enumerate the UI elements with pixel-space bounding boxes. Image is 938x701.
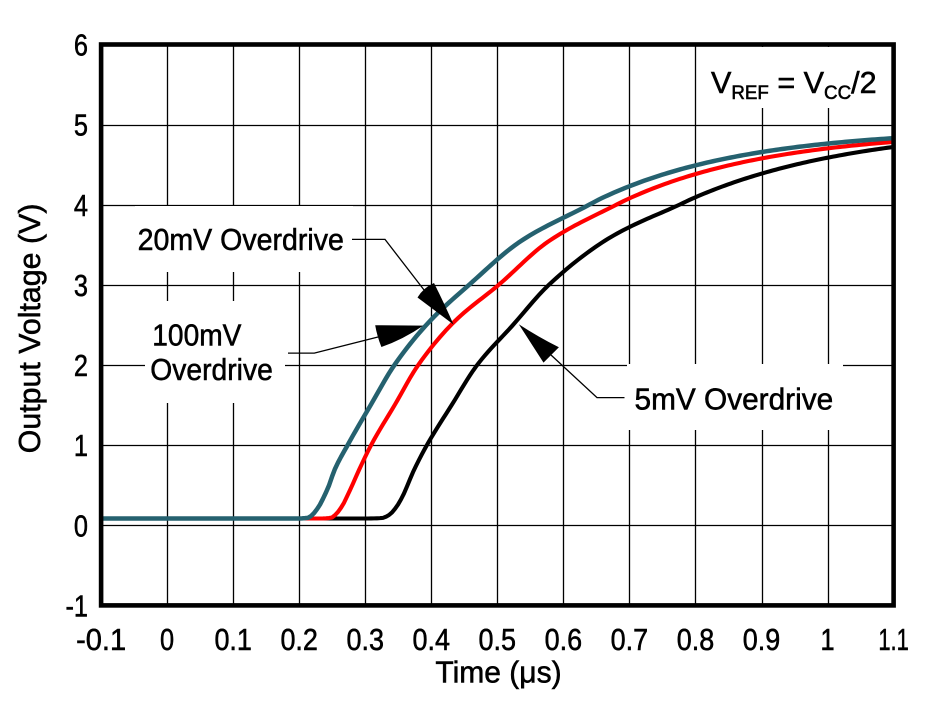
svg-text:1.1: 1.1 <box>878 622 909 657</box>
svg-text:0.2: 0.2 <box>280 622 318 657</box>
svg-text:0.3: 0.3 <box>347 622 385 657</box>
svg-text:0.6: 0.6 <box>545 622 583 657</box>
svg-text:0.8: 0.8 <box>677 622 715 657</box>
svg-text:100mV: 100mV <box>152 317 241 352</box>
svg-text:0.5: 0.5 <box>479 622 517 657</box>
svg-text:Time (μs): Time (μs) <box>435 655 561 690</box>
svg-text:20mV Overdrive: 20mV Overdrive <box>138 222 344 257</box>
svg-text:1: 1 <box>74 428 88 463</box>
svg-text:5: 5 <box>74 108 88 143</box>
svg-text:2: 2 <box>74 348 88 383</box>
svg-text:0.4: 0.4 <box>413 622 451 657</box>
svg-text:4: 4 <box>74 188 88 223</box>
svg-text:0: 0 <box>160 622 174 657</box>
svg-text:0: 0 <box>74 508 88 543</box>
svg-text:1: 1 <box>820 622 834 657</box>
svg-text:Overdrive: Overdrive <box>150 352 272 387</box>
svg-text:3: 3 <box>74 268 88 303</box>
svg-text:Output Voltage (V): Output Voltage (V) <box>12 204 47 454</box>
svg-text:0.1: 0.1 <box>214 622 252 657</box>
svg-text:-0.1: -0.1 <box>76 622 126 657</box>
svg-text:6: 6 <box>74 28 88 63</box>
svg-text:0.9: 0.9 <box>743 622 781 657</box>
svg-text:-1: -1 <box>66 589 89 624</box>
svg-text:5mV Overdrive: 5mV Overdrive <box>635 382 834 417</box>
svg-text:0.7: 0.7 <box>611 622 649 657</box>
